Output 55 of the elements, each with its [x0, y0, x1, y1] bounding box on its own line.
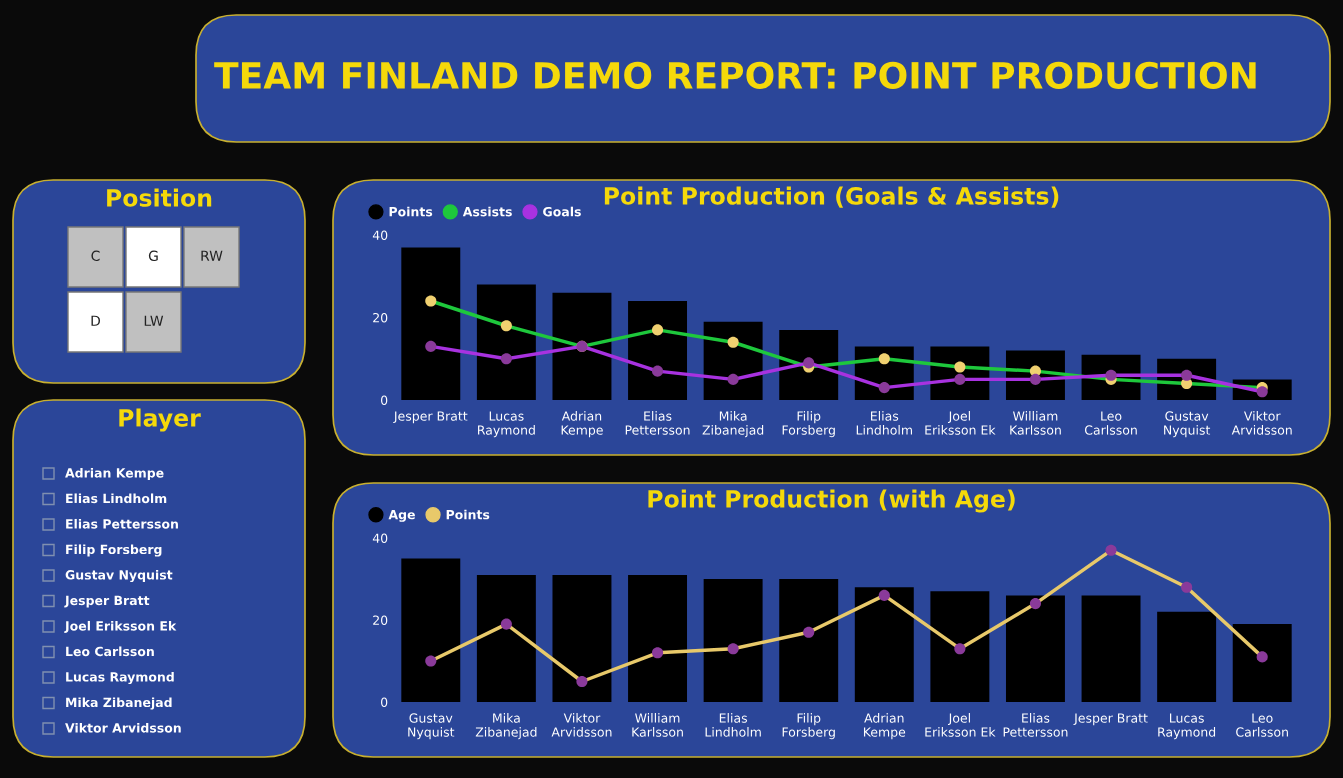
x-tick-label: Gustav Nyquist	[1164, 411, 1211, 438]
x-tick-label: William Karlsson	[632, 713, 683, 737]
category-label: Adrian Kempe	[65, 467, 164, 481]
chart-title: Point Production (with Age)	[648, 489, 1015, 513]
x-tick-label: Adrian Kempe	[561, 411, 603, 438]
x-tick-label: Elias Pettersson	[1003, 713, 1068, 737]
x-tick-label: Gustav Nyquist	[408, 713, 455, 740]
x-tick-label: Joel Eriksson Ek	[925, 411, 996, 435]
category-label: RW	[201, 250, 223, 261]
x-tick-label: Elias Pettersson	[625, 411, 690, 435]
y-tick-label: 0	[381, 395, 388, 405]
category-label: Gustav Nyquist	[65, 569, 173, 583]
x-tick-label: Mika Zibanejad	[702, 411, 764, 438]
text: Player	[119, 408, 201, 432]
category-label: Leo Carlsson	[66, 646, 154, 657]
x-tick-label: Filip Forsberg	[782, 411, 835, 438]
category-label: Lucas Raymond	[66, 671, 174, 685]
y-tick-label: 0	[381, 697, 388, 707]
x-tick-label: Jesper Bratt	[393, 411, 468, 424]
y-tick-label: 20	[373, 312, 388, 323]
chart-title: Point Production (Goals & Assists)	[604, 186, 1059, 208]
category-label: Elias Lindholm	[66, 493, 167, 504]
x-tick-label: Lucas Raymond	[478, 411, 535, 438]
x-tick-label: Jesper Bratt	[1073, 713, 1148, 726]
category-label: Jesper Bratt	[64, 595, 150, 608]
category-label: G	[148, 250, 158, 262]
x-tick-label: Leo Carlsson	[1236, 713, 1288, 737]
legend-label: Points	[389, 206, 433, 217]
category-label: D	[91, 315, 101, 326]
y-tick-label: 40	[372, 230, 388, 240]
x-tick-label: Adrian Kempe	[863, 713, 906, 740]
x-tick-label: Viktor Arvidsson	[1231, 411, 1292, 435]
text: TEAM FINLAND DEMO REPORT: POINT PRODUCTION	[214, 61, 1256, 89]
x-tick-label: Viktor Arvidsson	[551, 713, 612, 737]
x-tick-label: Mika Zibanejad	[475, 713, 537, 740]
legend-label: Points	[446, 509, 490, 520]
category-label: Filip Forsberg	[66, 544, 162, 557]
x-tick-label: Filip Forsberg	[782, 713, 835, 740]
x-tick-label: Joel Eriksson Ek	[925, 713, 996, 737]
category-label: Joel Eriksson Ek	[64, 620, 177, 633]
y-tick-label: 40	[372, 533, 388, 543]
category-label: Mika Zibanejad	[66, 697, 172, 710]
category-label: Elias Pettersson	[66, 518, 178, 529]
x-tick-label: William Karlsson	[1010, 411, 1061, 435]
x-tick-label: Lucas Raymond	[1158, 713, 1216, 740]
category-label: C	[91, 250, 100, 262]
y-tick-label: 20	[373, 615, 388, 625]
legend-label: Age	[388, 510, 415, 522]
x-tick-label: Leo Carlsson	[1084, 411, 1137, 435]
x-tick-label: Elias Lindholm	[856, 411, 912, 435]
category-label: LW	[144, 315, 164, 326]
x-tick-label: Elias Lindholm	[705, 713, 761, 737]
legend-label: Goals	[543, 206, 581, 217]
text: Position	[107, 188, 212, 207]
legend-label: Assists	[462, 206, 512, 217]
